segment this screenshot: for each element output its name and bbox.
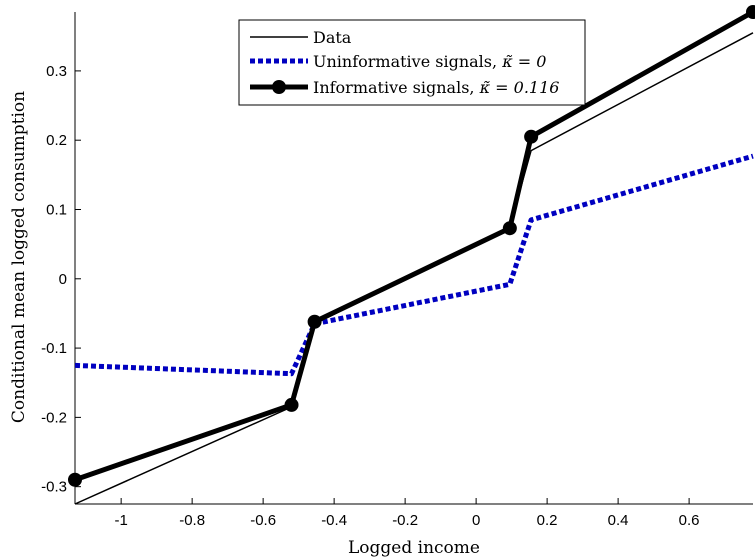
legend-label-uninformative: Uninformative signals, κ̃ = 0 xyxy=(313,52,546,71)
legend-box xyxy=(238,19,586,106)
x-tick-label: -0.8 xyxy=(179,512,205,529)
series-informative-line xyxy=(74,9,755,483)
legend-label-uninformative-text: Uninformative signals, xyxy=(313,52,502,71)
series-informative-point xyxy=(746,5,755,19)
series-informative-point xyxy=(307,314,322,329)
x-axis: -1 -0.8 -0.6 -0.4 -0.2 0 0.2 0.4 0.6 xyxy=(114,498,700,529)
x-axis-title: Logged income xyxy=(348,538,480,557)
x-tick-label: 0.4 xyxy=(608,512,629,529)
legend-label-uninformative-math: κ̃ = 0 xyxy=(501,52,546,71)
y-tick-label: 0 xyxy=(59,271,67,288)
x-tick-label: -0.6 xyxy=(250,512,276,529)
legend-label-data: Data xyxy=(313,28,352,47)
series-informative-point xyxy=(524,129,539,144)
series-informative-point xyxy=(502,221,517,236)
x-tick-label: -0.2 xyxy=(392,512,418,529)
series-uninformative-line xyxy=(74,153,754,377)
legend: Data Uninformative signals, κ̃ = 0 Infor… xyxy=(238,19,586,106)
x-tick-label: 0.6 xyxy=(679,512,700,529)
legend-label-informative: Informative signals, κ̃ = 0.116 xyxy=(313,78,559,97)
y-tick-label: 0.2 xyxy=(46,132,67,149)
legend-label-informative-math: κ̃ = 0.116 xyxy=(479,78,560,97)
y-axis-title: Conditional mean logged consumption xyxy=(9,91,29,423)
y-tick-label: -0.2 xyxy=(41,409,67,426)
x-tick-label: 0.2 xyxy=(537,512,558,529)
series-layer xyxy=(68,5,755,505)
y-axis: -0.3 -0.2 -0.1 0 0.1 0.2 0.3 xyxy=(41,63,81,496)
x-tick-label: -1 xyxy=(114,512,127,529)
y-tick-label: 0.3 xyxy=(46,63,67,80)
legend-label-informative-text: Informative signals, xyxy=(313,78,480,97)
y-tick-label: -0.1 xyxy=(41,340,67,357)
x-tick-label: 0 xyxy=(472,512,480,529)
y-tick-label: 0.1 xyxy=(46,201,67,218)
series-informative-point xyxy=(68,472,82,487)
x-tick-label: -0.4 xyxy=(321,512,347,529)
y-tick-label: -0.3 xyxy=(41,479,67,496)
legend-marker-informative xyxy=(272,80,286,94)
series-informative-point xyxy=(284,397,299,412)
plot-frame xyxy=(74,12,753,505)
